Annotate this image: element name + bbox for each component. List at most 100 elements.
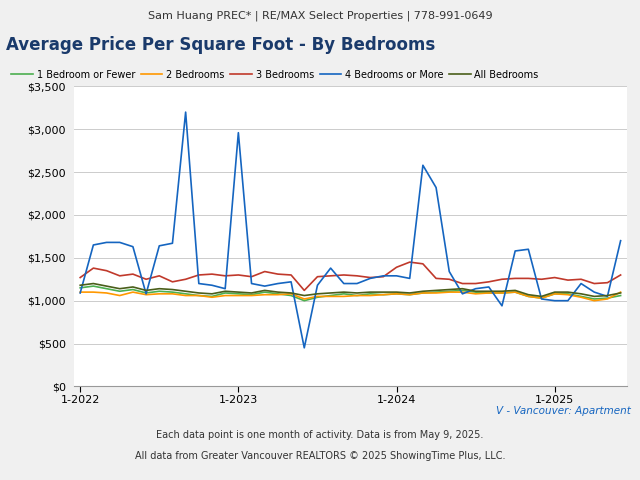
1 Bedroom or Fewer — [327, 293, 335, 299]
Line: 2 Bedrooms: 2 Bedrooms — [80, 292, 621, 300]
2 Bedrooms — [538, 295, 545, 301]
4 Bedrooms or More — [445, 269, 453, 275]
Text: Average Price Per Square Foot - By Bedrooms: Average Price Per Square Foot - By Bedro… — [6, 36, 436, 54]
1 Bedroom or Fewer — [617, 293, 625, 299]
3 Bedrooms — [76, 275, 84, 280]
All Bedrooms — [432, 288, 440, 293]
All Bedrooms — [564, 289, 572, 295]
2 Bedrooms — [406, 292, 413, 298]
3 Bedrooms — [234, 272, 242, 278]
2 Bedrooms — [498, 290, 506, 296]
4 Bedrooms or More — [393, 273, 401, 279]
3 Bedrooms — [485, 279, 493, 285]
All Bedrooms — [604, 293, 611, 299]
4 Bedrooms or More — [591, 289, 598, 295]
3 Bedrooms — [617, 272, 625, 278]
Text: Each data point is one month of activity. Data is from May 9, 2025.: Each data point is one month of activity… — [156, 430, 484, 440]
1 Bedroom or Fewer — [208, 293, 216, 300]
All Bedrooms — [156, 286, 163, 291]
2 Bedrooms — [327, 293, 335, 300]
1 Bedroom or Fewer — [538, 295, 545, 301]
3 Bedrooms — [248, 274, 255, 279]
1 Bedroom or Fewer — [221, 290, 229, 296]
1 Bedroom or Fewer — [406, 292, 413, 298]
4 Bedrooms or More — [485, 284, 493, 290]
1 Bedroom or Fewer — [445, 288, 453, 294]
3 Bedrooms — [261, 269, 269, 275]
All Bedrooms — [459, 286, 467, 291]
All Bedrooms — [406, 290, 413, 296]
4 Bedrooms or More — [261, 283, 269, 289]
2 Bedrooms — [287, 291, 295, 297]
4 Bedrooms or More — [340, 281, 348, 287]
4 Bedrooms or More — [459, 291, 467, 297]
3 Bedrooms — [591, 281, 598, 287]
All Bedrooms — [511, 288, 519, 293]
1 Bedroom or Fewer — [498, 290, 506, 296]
All Bedrooms — [419, 288, 427, 294]
2 Bedrooms — [353, 293, 361, 299]
1 Bedroom or Fewer — [261, 289, 269, 295]
3 Bedrooms — [380, 274, 387, 279]
Text: Sam Huang PREC* | RE/MAX Select Properties | 778-991-0649: Sam Huang PREC* | RE/MAX Select Properti… — [148, 11, 492, 21]
2 Bedrooms — [393, 291, 401, 297]
All Bedrooms — [234, 289, 242, 295]
All Bedrooms — [617, 290, 625, 296]
2 Bedrooms — [248, 293, 255, 299]
2 Bedrooms — [591, 298, 598, 303]
All Bedrooms — [90, 281, 97, 287]
3 Bedrooms — [287, 272, 295, 278]
All Bedrooms — [393, 289, 401, 295]
2 Bedrooms — [551, 291, 559, 297]
3 Bedrooms — [274, 271, 282, 277]
2 Bedrooms — [564, 292, 572, 298]
1 Bedroom or Fewer — [129, 287, 137, 292]
All Bedrooms — [577, 291, 585, 297]
All Bedrooms — [551, 289, 559, 295]
1 Bedroom or Fewer — [314, 294, 321, 300]
All Bedrooms — [380, 289, 387, 295]
1 Bedroom or Fewer — [459, 288, 467, 293]
4 Bedrooms or More — [538, 296, 545, 302]
2 Bedrooms — [472, 291, 479, 297]
2 Bedrooms — [208, 294, 216, 300]
4 Bedrooms or More — [406, 276, 413, 281]
1 Bedroom or Fewer — [274, 291, 282, 297]
1 Bedroom or Fewer — [142, 290, 150, 296]
4 Bedrooms or More — [551, 298, 559, 303]
3 Bedrooms — [577, 276, 585, 282]
All Bedrooms — [182, 288, 189, 294]
2 Bedrooms — [142, 292, 150, 298]
4 Bedrooms or More — [472, 286, 479, 291]
2 Bedrooms — [300, 296, 308, 302]
2 Bedrooms — [340, 293, 348, 300]
4 Bedrooms or More — [129, 244, 137, 250]
4 Bedrooms or More — [498, 303, 506, 309]
1 Bedroom or Fewer — [525, 293, 532, 300]
Text: V - Vancouver: Apartment: V - Vancouver: Apartment — [495, 406, 630, 416]
4 Bedrooms or More — [564, 298, 572, 303]
2 Bedrooms — [90, 289, 97, 295]
All Bedrooms — [485, 288, 493, 294]
4 Bedrooms or More — [274, 281, 282, 287]
4 Bedrooms or More — [525, 246, 532, 252]
4 Bedrooms or More — [432, 185, 440, 191]
3 Bedrooms — [340, 272, 348, 278]
All Bedrooms — [274, 289, 282, 295]
2 Bedrooms — [445, 289, 453, 295]
All Bedrooms — [142, 288, 150, 293]
2 Bedrooms — [459, 289, 467, 295]
3 Bedrooms — [156, 273, 163, 279]
All Bedrooms — [208, 291, 216, 297]
1 Bedroom or Fewer — [472, 289, 479, 295]
All Bedrooms — [327, 290, 335, 296]
All Bedrooms — [538, 293, 545, 300]
3 Bedrooms — [604, 280, 611, 286]
4 Bedrooms or More — [287, 279, 295, 285]
All Bedrooms — [445, 287, 453, 292]
All Bedrooms — [76, 282, 84, 288]
2 Bedrooms — [102, 290, 110, 296]
1 Bedroom or Fewer — [76, 285, 84, 291]
3 Bedrooms — [393, 264, 401, 270]
4 Bedrooms or More — [617, 238, 625, 243]
